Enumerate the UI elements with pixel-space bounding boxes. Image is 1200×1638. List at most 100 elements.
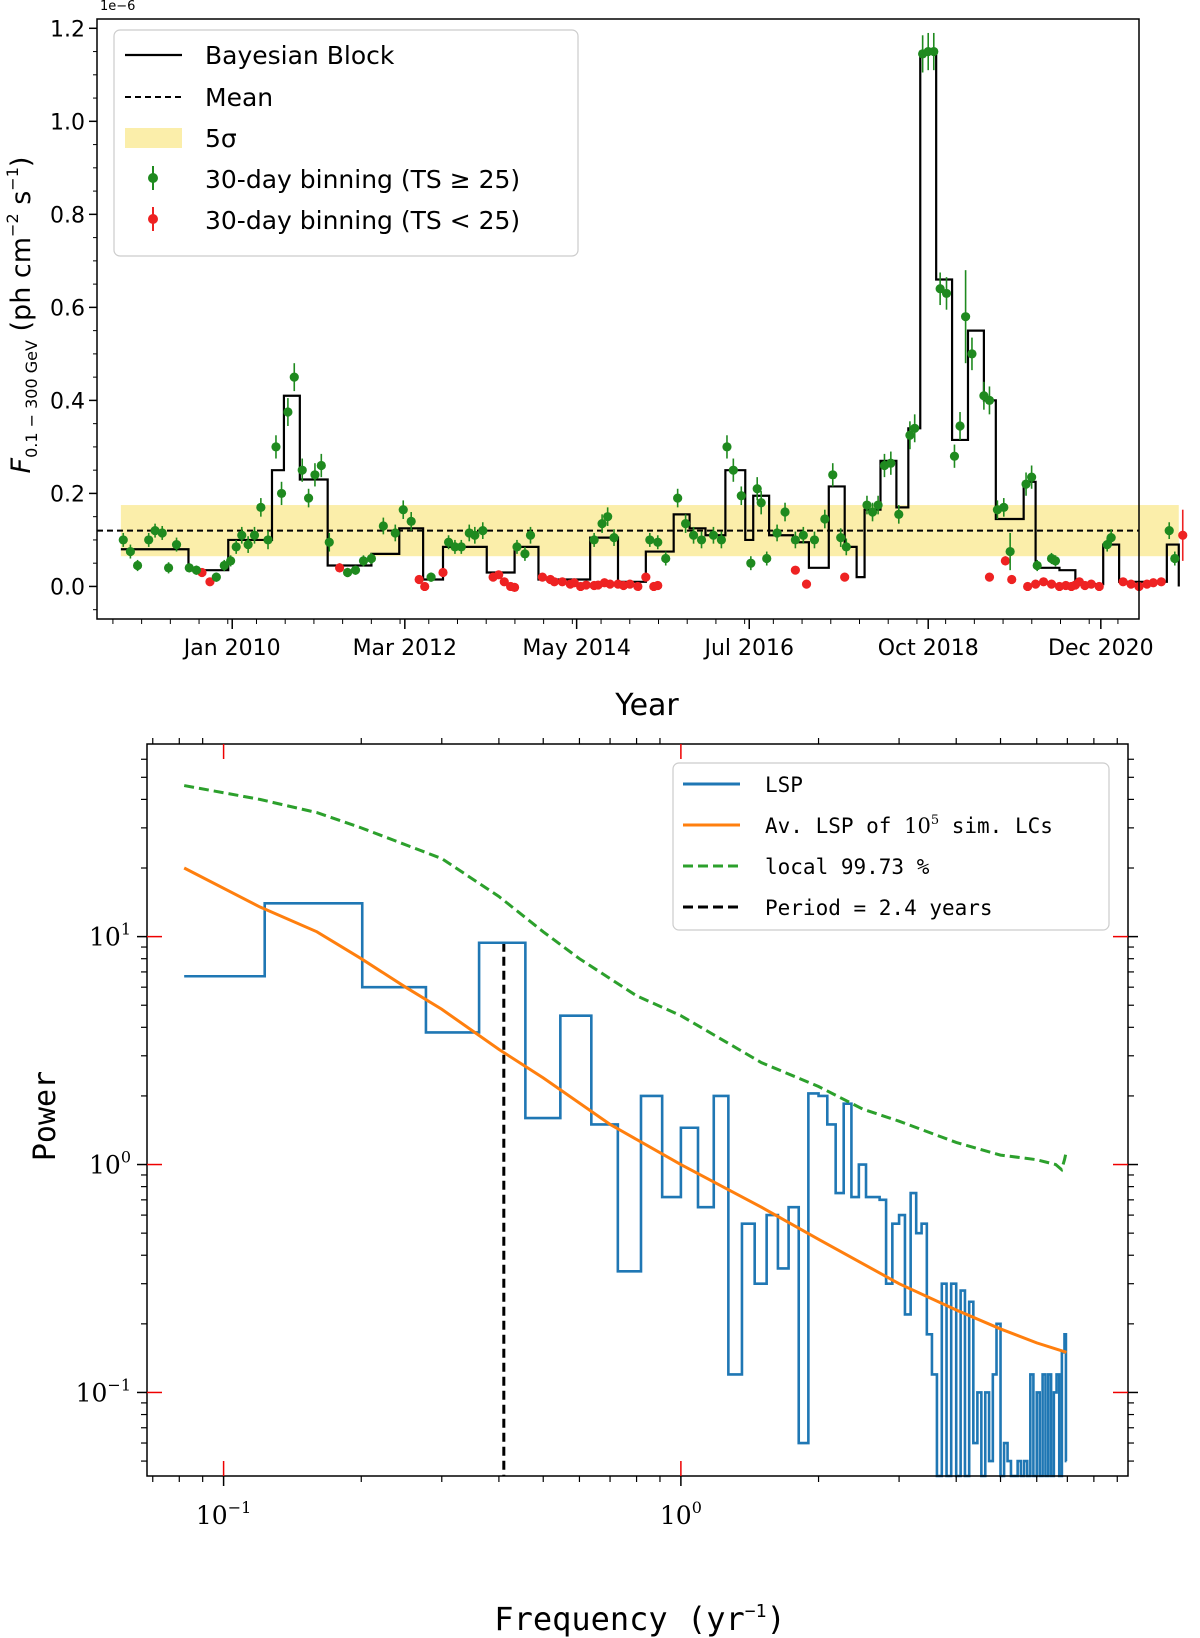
y-tick-label: 1.0	[50, 110, 85, 135]
red-point-marker	[557, 577, 567, 587]
green-point-marker	[696, 535, 707, 545]
green-point-marker	[688, 530, 699, 540]
green-point-marker	[645, 535, 655, 545]
red-point-marker	[1030, 579, 1041, 589]
x-tick-label: 10−1	[196, 1498, 251, 1530]
y-tick-label: 1.2	[50, 17, 85, 42]
red-point-marker	[438, 567, 448, 578]
green-point-marker	[171, 539, 182, 550]
y-tick-label: 10−1	[76, 1375, 131, 1407]
green-point-marker	[398, 505, 408, 515]
green-point-marker	[955, 421, 965, 431]
green-point-marker	[589, 535, 599, 545]
local-significance-line	[183, 784, 1068, 1173]
green-point-marker	[790, 535, 800, 545]
legend-box	[672, 762, 1110, 931]
green-point-marker	[841, 542, 851, 552]
y-label-exp1: −2	[3, 213, 22, 237]
green-point-marker	[271, 442, 281, 452]
x-tick-label: 100	[660, 1498, 702, 1530]
green-point-marker	[132, 560, 143, 571]
red-point-marker	[1086, 579, 1096, 589]
y-tick-label: 101	[89, 920, 131, 952]
green-point-marker	[426, 572, 436, 582]
legend-red-label: 30-day binning (TS < 25)	[205, 206, 520, 235]
y-label-mid: s	[6, 191, 37, 214]
legend-avg-prefix: Av. LSP of	[765, 814, 904, 838]
green-point-marker	[249, 530, 260, 540]
green-point-marker	[219, 560, 229, 571]
green-point-marker	[905, 430, 915, 440]
green-point-marker	[762, 553, 772, 564]
green-point-marker	[289, 372, 299, 382]
lsp-line	[184, 902, 1068, 1478]
green-point-marker	[873, 500, 883, 510]
green-point-marker	[316, 460, 326, 471]
green-point-marker	[722, 442, 732, 452]
x-tick-label: Dec 2020	[1048, 636, 1154, 661]
green-point-marker	[303, 493, 314, 503]
light-curve-panel: 1e−6 0.0 0.2 0.4 0.6 0.8 1.0 1.2 Jan 2010 Mar 20…	[3, 0, 1188, 723]
green-point-marker	[661, 553, 671, 564]
red-point-marker	[414, 574, 424, 585]
red-point-marker	[641, 572, 651, 582]
plot-frame	[146, 743, 1129, 1477]
red-point-marker	[537, 572, 548, 582]
green-point-marker	[862, 500, 872, 510]
green-point-marker	[1102, 539, 1112, 550]
x-tick-label: Mar 2012	[353, 636, 458, 661]
green-point-marker	[276, 488, 287, 499]
red-point-marker	[1148, 578, 1158, 588]
green-point-marker	[886, 458, 896, 468]
red-point-marker	[581, 580, 591, 590]
x-tick-label: Oct 2018	[878, 636, 979, 661]
green-point-marker	[820, 514, 830, 524]
green-point-marker	[443, 537, 454, 547]
green-point-marker	[478, 526, 488, 536]
green-point-marker	[231, 542, 241, 552]
local-curve	[183, 784, 1068, 1173]
green-point-marker	[609, 533, 619, 543]
legend-box	[113, 29, 579, 257]
green-point-marker	[752, 484, 762, 494]
green-point-marker	[910, 423, 920, 433]
green-points	[118, 32, 1180, 582]
green-point-marker	[470, 530, 480, 540]
legend-lsp-label: LSP	[765, 773, 803, 797]
x-tick-label: May 2014	[522, 636, 630, 661]
red-points	[197, 509, 1188, 592]
x-label-base: Frequency (yr	[494, 1600, 744, 1638]
lsp-steps	[184, 902, 1068, 1478]
y-tick-label: 0.2	[50, 482, 85, 507]
red-point-marker	[509, 582, 520, 592]
green-point-marker	[1005, 546, 1015, 557]
green-point-marker	[297, 465, 307, 475]
y-label-units: (ph cm	[6, 237, 37, 340]
green-point-marker	[1027, 472, 1037, 482]
green-point-marker	[1032, 560, 1042, 571]
red-point-marker	[625, 579, 635, 589]
legend-bayesian-label: Bayesian Block	[205, 41, 395, 70]
green-point-marker	[756, 498, 766, 508]
y-tick-label: 0.8	[50, 203, 85, 228]
green-point-marker	[520, 549, 530, 559]
green-point-marker	[941, 288, 952, 299]
x-axis-label: Frequency (yr−1)	[494, 1600, 785, 1638]
x-label-end: )	[766, 1600, 785, 1638]
green-point-marker	[456, 542, 466, 552]
red-point-marker	[1156, 577, 1166, 587]
green-point-marker	[118, 535, 128, 545]
green-point-marker	[1170, 553, 1180, 564]
y-label-symbol: F	[6, 457, 37, 473]
red-point-marker	[499, 577, 509, 587]
red-point-marker	[1007, 574, 1017, 585]
y-tick-label: 0.6	[50, 296, 85, 321]
green-point-marker	[984, 395, 995, 405]
green-point-marker	[653, 537, 663, 547]
green-point-marker	[746, 558, 756, 568]
legend-avg-exp: 5	[931, 813, 939, 828]
red-point-marker	[840, 572, 850, 582]
x-tick-label: Jan 2010	[182, 636, 281, 661]
